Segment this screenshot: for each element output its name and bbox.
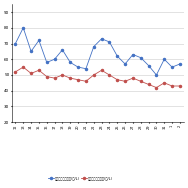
ハイオク基準価格(円/L) <box>38 39 40 42</box>
ハイオク実売価格(円/L) <box>132 77 134 79</box>
ハイオク基準価格(円/L) <box>100 38 103 40</box>
ハイオク基準価格(円/L) <box>14 42 17 45</box>
ハイオク基準価格(円/L) <box>77 66 79 68</box>
ハイオク基準価格(円/L) <box>163 58 165 60</box>
ハイオク基準価格(円/L) <box>124 63 126 65</box>
ハイオク実売価格(円/L) <box>155 86 158 89</box>
ハイオク実売価格(円/L) <box>30 72 32 74</box>
ハイオク実売価格(円/L) <box>61 74 64 76</box>
ハイオク基準価格(円/L) <box>132 53 134 56</box>
ハイオク実売価格(円/L) <box>179 85 181 87</box>
ハイオク基準価格(円/L) <box>116 55 118 57</box>
ハイオク基準価格(円/L) <box>61 49 64 51</box>
ハイオク実売価格(円/L) <box>116 79 118 81</box>
ハイオク基準価格(円/L) <box>147 64 150 67</box>
ハイオク基準価格(円/L) <box>85 67 87 70</box>
ハイオク実売価格(円/L) <box>140 80 142 82</box>
ハイオク実売価格(円/L) <box>147 83 150 86</box>
ハイオク基準価格(円/L) <box>93 45 95 48</box>
ハイオク基準価格(円/L) <box>22 27 24 29</box>
ハイオク実売価格(円/L) <box>38 69 40 71</box>
ハイオク実売価格(円/L) <box>108 74 111 76</box>
ハイオク実売価格(円/L) <box>77 79 79 81</box>
ハイオク実売価格(円/L) <box>69 77 71 79</box>
ハイオク実売価格(円/L) <box>163 82 165 84</box>
Legend: ハイオク基準価格(円/L), ハイオク実売価格(円/L): ハイオク基準価格(円/L), ハイオク実売価格(円/L) <box>47 175 114 182</box>
ハイオク実売価格(円/L) <box>14 71 17 73</box>
Line: ハイオク基準価格(円/L): ハイオク基準価格(円/L) <box>14 27 181 76</box>
ハイオク実売価格(円/L) <box>53 77 56 79</box>
ハイオク基準価格(円/L) <box>155 74 158 76</box>
ハイオク実売価格(円/L) <box>100 69 103 71</box>
ハイオク実売価格(円/L) <box>93 74 95 76</box>
ハイオク実売価格(円/L) <box>85 80 87 82</box>
ハイオク基準価格(円/L) <box>108 41 111 43</box>
ハイオク実売価格(円/L) <box>46 75 48 78</box>
ハイオク基準価格(円/L) <box>140 57 142 59</box>
ハイオク基準価格(円/L) <box>46 61 48 64</box>
ハイオク基準価格(円/L) <box>30 50 32 52</box>
Line: ハイオク実売価格(円/L): ハイオク実売価格(円/L) <box>14 66 181 89</box>
ハイオク基準価格(円/L) <box>69 61 71 64</box>
ハイオク実売価格(円/L) <box>22 66 24 68</box>
ハイオク実売価格(円/L) <box>124 80 126 82</box>
ハイオク実売価格(円/L) <box>171 85 173 87</box>
ハイオク基準価格(円/L) <box>179 63 181 65</box>
ハイオク基準価格(円/L) <box>171 66 173 68</box>
ハイオク基準価格(円/L) <box>53 58 56 60</box>
